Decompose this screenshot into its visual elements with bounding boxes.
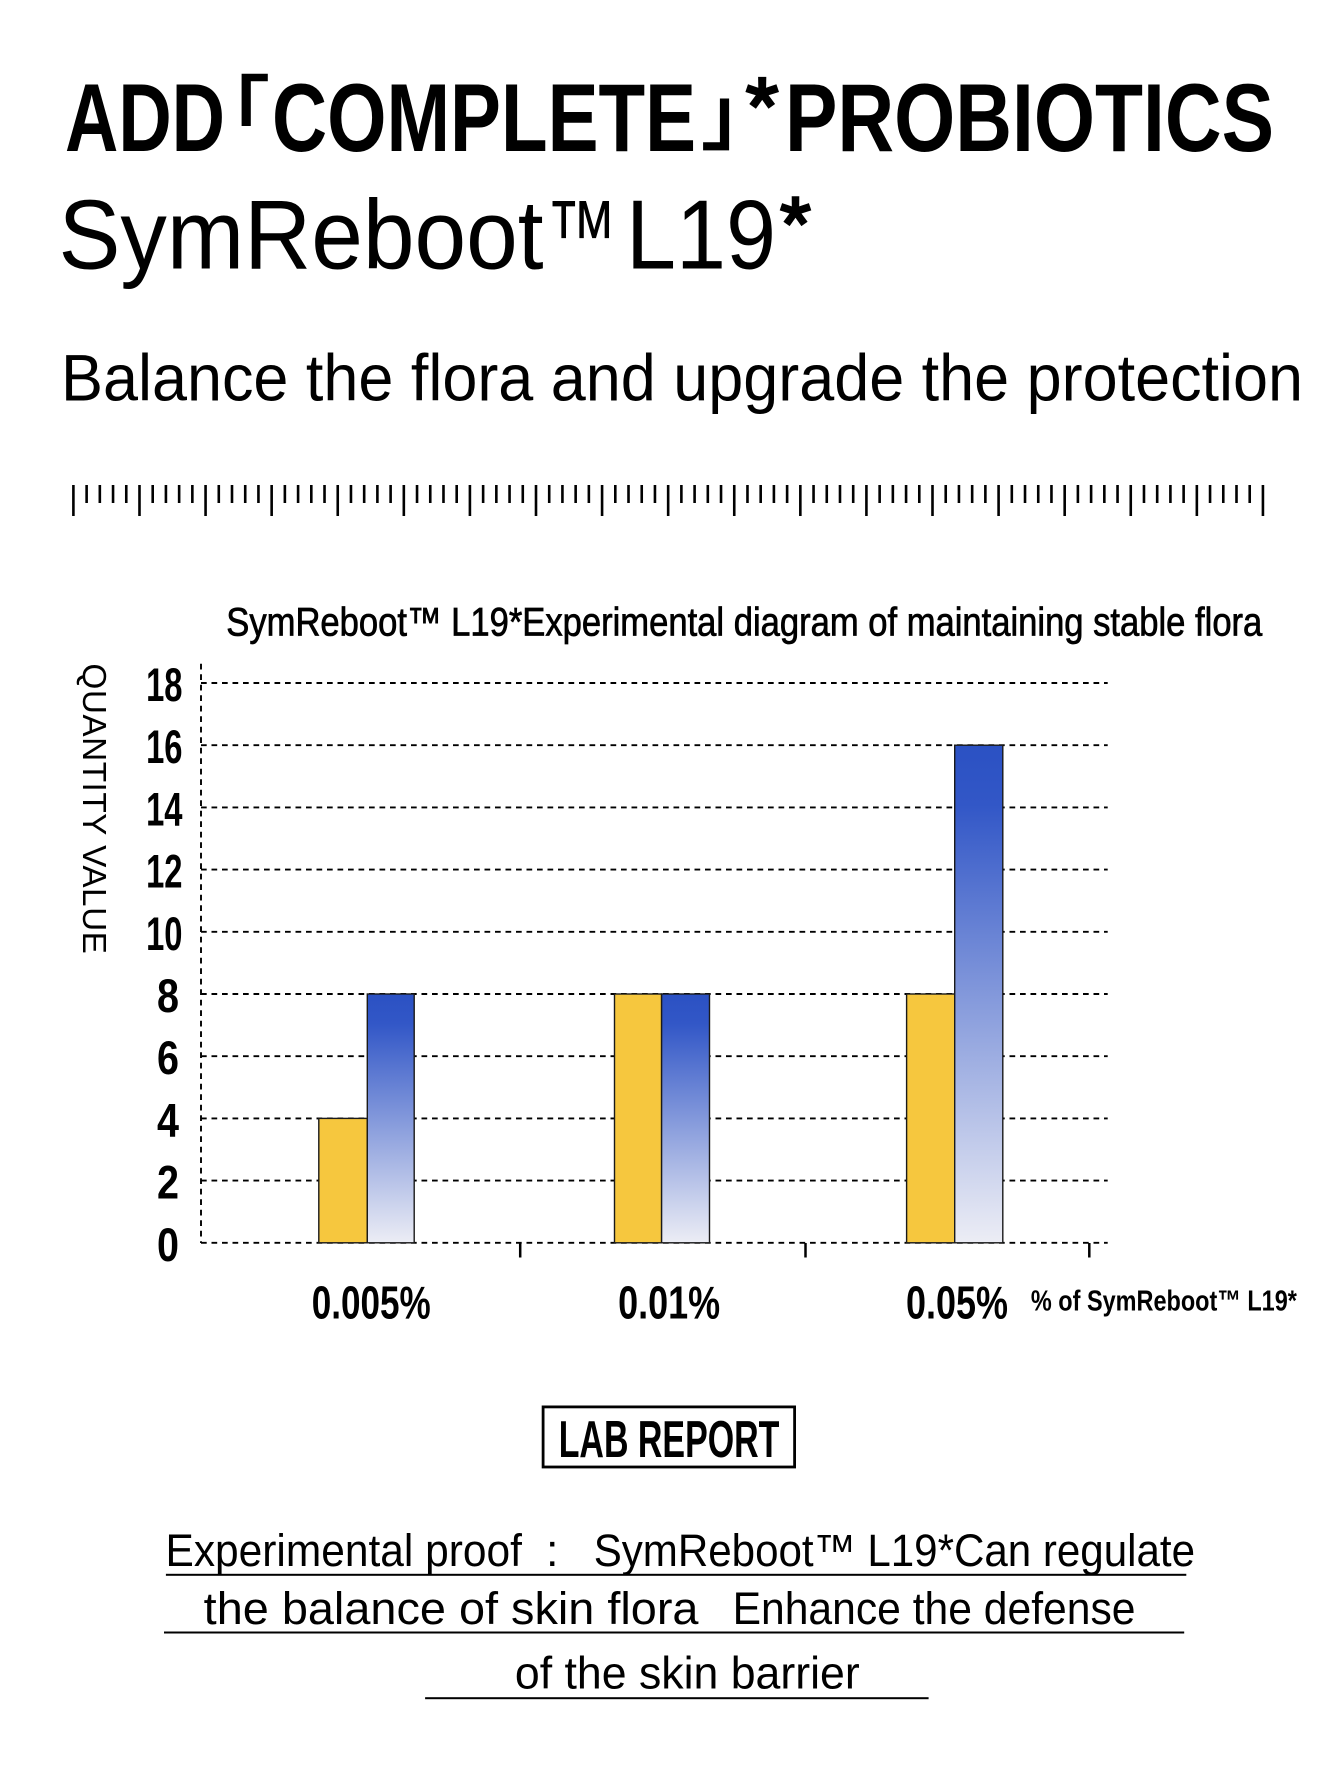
svg-text:0.005%: 0.005%: [312, 1277, 431, 1329]
svg-text:12: 12: [146, 846, 182, 899]
svg-text:0.01%: 0.01%: [618, 1277, 720, 1329]
svg-text:18: 18: [146, 659, 182, 712]
svg-text::: :: [546, 1525, 559, 1576]
svg-text:% of SymReboot™ L19*: % of SymReboot™ L19*: [1031, 1286, 1298, 1318]
svg-text:ADD: ADD: [65, 65, 225, 172]
svg-text:Enhance the defense: Enhance the defense: [733, 1583, 1136, 1634]
svg-text:Balance the flora and upgrade: Balance the flora and upgrade the protec…: [61, 342, 1303, 415]
svg-text:LAB REPORT: LAB REPORT: [559, 1411, 780, 1469]
svg-text:™: ™: [546, 180, 617, 290]
svg-text:Experimental proof: Experimental proof: [166, 1525, 523, 1576]
svg-text:of the skin barrier: of the skin barrier: [515, 1647, 860, 1698]
svg-text:PROBIOTICS: PROBIOTICS: [785, 65, 1274, 172]
svg-text:the balance of skin flora: the balance of skin flora: [204, 1583, 700, 1634]
svg-text:COMPLETE: COMPLETE: [272, 65, 696, 172]
svg-text:4: 4: [157, 1094, 180, 1147]
svg-text:QUANTITY VALUE: QUANTITY VALUE: [76, 663, 113, 954]
svg-text:16: 16: [146, 721, 182, 774]
svg-text:8: 8: [157, 970, 179, 1023]
svg-text:6: 6: [157, 1032, 179, 1085]
svg-text:0: 0: [157, 1219, 179, 1272]
svg-text:14: 14: [146, 783, 183, 836]
svg-text:SymReboot™ L19*Experimental di: SymReboot™ L19*Experimental diagram of m…: [226, 601, 1263, 645]
svg-text:2: 2: [157, 1157, 179, 1210]
svg-text:10: 10: [146, 908, 182, 961]
svg-text:SymReboot: SymReboot: [59, 180, 544, 290]
svg-text:SymReboot™ L19*Can regulate: SymReboot™ L19*Can regulate: [594, 1525, 1195, 1576]
svg-text:L19: L19: [626, 180, 776, 290]
svg-text:0.05%: 0.05%: [906, 1277, 1008, 1329]
